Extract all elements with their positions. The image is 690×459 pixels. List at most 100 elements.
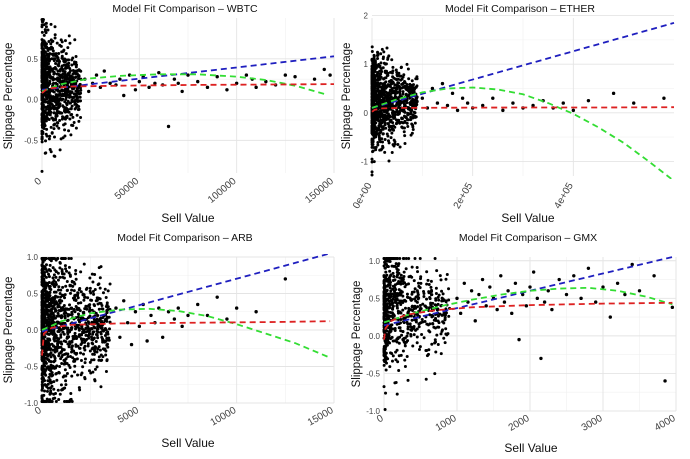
data-point [47, 137, 51, 141]
data-point [74, 298, 78, 302]
data-point [42, 121, 46, 125]
data-point [72, 62, 76, 66]
data-point [94, 299, 98, 303]
data-point [387, 141, 391, 145]
data-point [81, 316, 85, 320]
data-point [429, 285, 433, 289]
data-point [58, 261, 62, 265]
data-point [436, 295, 440, 299]
data-point [377, 89, 381, 93]
data-point [40, 116, 44, 120]
data-point [107, 327, 111, 331]
data-point [389, 289, 393, 293]
data-point [49, 360, 53, 364]
data-point [62, 312, 66, 316]
data-point [382, 93, 386, 97]
data-point [414, 85, 418, 89]
data-point [387, 276, 391, 280]
data-point [40, 106, 44, 110]
x-tick-label: 10000 [209, 405, 239, 429]
data-point [396, 309, 400, 313]
y-tick-label: 0.0 [27, 326, 39, 335]
data-point [491, 96, 495, 100]
data-point [391, 127, 395, 131]
data-point [43, 301, 47, 305]
chart-title: Model Fit Comparison – ETHER [445, 3, 595, 15]
data-point [379, 118, 383, 122]
data-point [417, 347, 421, 351]
data-point [60, 388, 64, 392]
data-point [57, 103, 61, 107]
data-point [407, 282, 411, 286]
data-point [444, 277, 448, 281]
data-point [81, 293, 85, 297]
y-tick-label: -1.0 [24, 399, 38, 408]
data-point [60, 74, 64, 78]
data-point [149, 313, 153, 318]
fit-line-logarithmic [41, 83, 335, 94]
data-point [391, 69, 395, 73]
data-point [397, 279, 401, 283]
data-point [79, 358, 83, 362]
data-point [58, 266, 62, 270]
data-point [63, 108, 67, 112]
data-point [388, 295, 392, 299]
data-point [421, 302, 425, 306]
x-tick-label: 150000 [303, 176, 336, 206]
data-point [75, 351, 79, 355]
data-point [215, 75, 219, 79]
data-point [381, 145, 385, 149]
data-point [428, 322, 432, 326]
data-point [430, 86, 435, 91]
data-point [40, 140, 44, 144]
data-point [105, 358, 109, 362]
data-point [403, 358, 407, 362]
data-point [371, 61, 375, 65]
data-point [396, 77, 400, 81]
data-point [434, 350, 438, 354]
data-point [58, 118, 62, 122]
data-point [58, 89, 62, 93]
data-point [42, 99, 46, 103]
data-point [40, 394, 44, 398]
data-point [147, 85, 151, 90]
data-point [410, 79, 414, 83]
data-point [49, 381, 53, 385]
data-point [424, 377, 428, 381]
data-point [406, 67, 410, 71]
data-point [382, 294, 386, 298]
data-point [67, 95, 71, 99]
data-point [531, 270, 536, 274]
data-point [53, 297, 57, 301]
data-point [70, 313, 74, 317]
data-point [101, 355, 105, 359]
data-point [66, 46, 70, 50]
data-point [76, 86, 80, 90]
data-point [601, 285, 605, 289]
data-point [61, 97, 65, 101]
data-point [434, 340, 438, 344]
data-point [402, 109, 406, 113]
data-point [388, 278, 392, 282]
data-point [398, 145, 402, 149]
data-point [153, 81, 157, 85]
data-point [434, 298, 438, 302]
data-point [70, 123, 74, 127]
data-point [68, 117, 72, 121]
data-point [84, 304, 88, 308]
data-point [396, 143, 400, 147]
data-point [234, 306, 239, 310]
x-axis-label: Sell Value [161, 211, 214, 225]
data-point [90, 320, 94, 324]
data-point [43, 364, 47, 368]
data-point [99, 385, 103, 389]
data-point [405, 355, 409, 359]
data-point [176, 81, 180, 85]
data-point [436, 342, 440, 346]
data-point [392, 115, 396, 119]
data-point [44, 383, 48, 387]
data-point [435, 101, 440, 105]
data-point [40, 383, 44, 387]
data-point [430, 342, 434, 346]
data-point [397, 341, 401, 345]
